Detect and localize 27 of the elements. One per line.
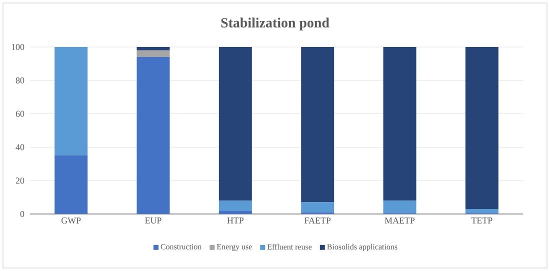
y-tick-label: 0	[20, 210, 24, 218]
bar	[136, 46, 170, 50]
x-tick-label: MAETP	[384, 218, 415, 224]
y-tick-label: 100	[12, 44, 24, 50]
bar	[301, 46, 334, 202]
bar	[301, 202, 334, 212]
bar	[218, 46, 252, 201]
y-tick-label: 60	[16, 110, 24, 117]
x-tick-label: FAETP	[304, 218, 331, 224]
bar	[465, 46, 498, 209]
bar	[218, 210, 252, 214]
y-tick-label: 20	[16, 178, 24, 184]
y-tick-label: 40	[16, 144, 24, 150]
bar	[54, 156, 88, 214]
bar	[136, 57, 170, 214]
bar	[465, 208, 498, 214]
bar	[136, 50, 170, 58]
bar	[383, 46, 416, 201]
x-tick-label: GWP	[62, 218, 81, 224]
x-tick-label: EUP	[145, 218, 162, 224]
y-tick-label: 80	[16, 77, 24, 84]
bar	[54, 46, 88, 156]
bar	[218, 200, 252, 211]
bar	[383, 200, 416, 214]
x-tick-label: HTP	[227, 218, 244, 224]
chart-title: Stabilization pond	[221, 18, 330, 30]
x-tick-label: TETP	[471, 218, 492, 224]
